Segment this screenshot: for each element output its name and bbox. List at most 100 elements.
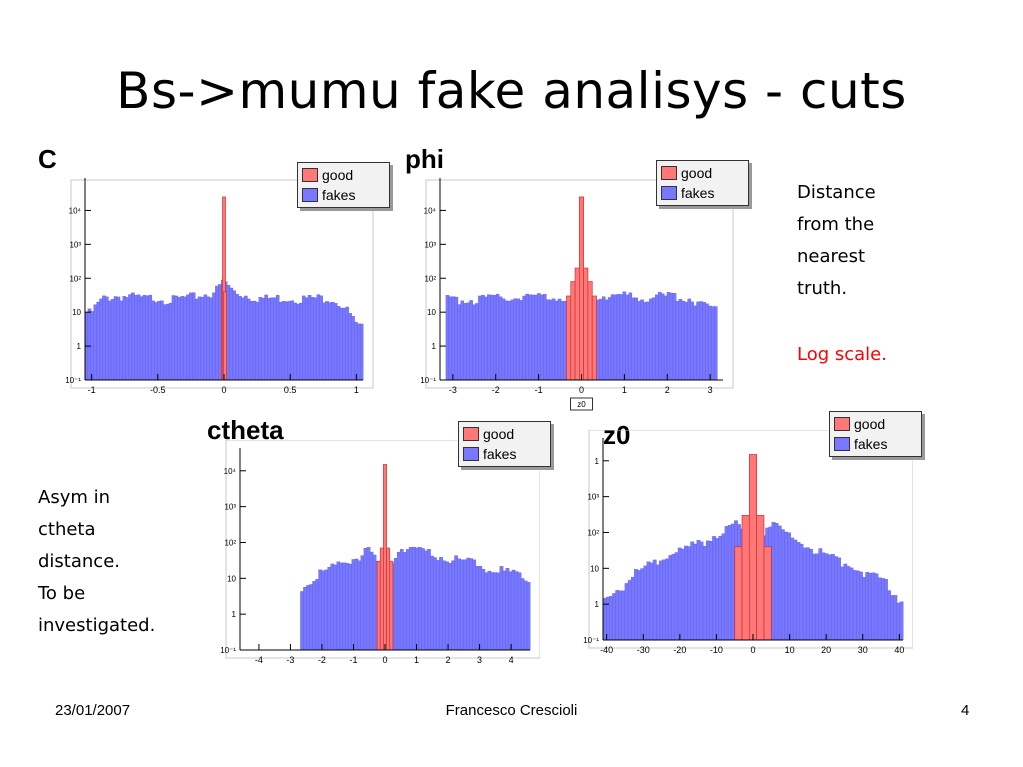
good-bar xyxy=(379,547,384,651)
fakes-bar xyxy=(787,532,791,641)
fakes-swatch xyxy=(661,186,677,200)
fakes-bar xyxy=(328,302,332,381)
fakes-bar xyxy=(702,302,706,381)
fakes-bar xyxy=(235,293,239,381)
y-tick-label: 10 xyxy=(227,574,236,583)
fakes-bar xyxy=(501,298,506,381)
plot-label-c: C xyxy=(38,144,57,174)
fakes-bar xyxy=(427,548,431,651)
fakes-bar xyxy=(799,543,804,641)
fakes-bar xyxy=(463,559,468,651)
plot-label-phi: phi xyxy=(405,144,444,174)
fakes-bar xyxy=(865,572,870,641)
fakes-bar xyxy=(655,294,659,381)
fakes-bar xyxy=(478,295,482,381)
fakes-bar xyxy=(300,591,304,651)
fakes-bar xyxy=(142,295,147,381)
fakes-bar xyxy=(634,297,638,381)
fakes-bar xyxy=(165,303,170,381)
fakes-bar xyxy=(481,294,485,381)
fakes-bar xyxy=(696,301,700,381)
fakes-bar xyxy=(899,601,904,641)
fakes-bar xyxy=(168,302,173,381)
fakes-bar xyxy=(543,294,547,381)
fakes-bar xyxy=(677,547,682,641)
fakes-bar xyxy=(131,292,135,381)
fakes-bar xyxy=(843,563,848,641)
fakes-bar xyxy=(649,298,653,381)
fakes-bar xyxy=(616,294,621,381)
fakes-bar xyxy=(493,572,498,651)
x-tick-label: -40 xyxy=(600,645,613,655)
fakes-bar xyxy=(519,300,523,381)
fakes-bar xyxy=(609,596,613,641)
fakes-bar xyxy=(448,563,452,651)
fakes-bar xyxy=(360,555,365,651)
fakes-bar xyxy=(454,555,458,651)
y-tick-label: 10³ xyxy=(587,493,599,502)
y-tick-label: 10 xyxy=(72,308,81,317)
fakes-bar xyxy=(634,569,638,641)
fakes-bar xyxy=(304,297,309,381)
fakes-bar xyxy=(505,567,510,651)
legend-item-good: good xyxy=(661,164,712,182)
y-tick-label: 10³ xyxy=(224,503,236,512)
y-tick-label: 10⁴ xyxy=(424,206,437,215)
fakes-bar xyxy=(442,560,446,651)
fakes-bar xyxy=(714,306,718,381)
fakes-bar xyxy=(336,561,341,651)
fakes-bar xyxy=(287,301,292,381)
fakes-bar xyxy=(478,565,483,651)
fakes-bar xyxy=(548,299,553,381)
chart-ctheta: -4 -3 -2 -1 0 1 2 3 4 10⁻¹ 1 10 10² 10³ 10⁴ xyxy=(220,440,540,665)
x-tick-label: 1 xyxy=(622,385,627,395)
fakes-bar xyxy=(796,542,801,641)
note-line: ctheta xyxy=(38,519,96,540)
legend-ctheta: good fakes xyxy=(458,421,551,467)
fakes-bar xyxy=(659,560,663,641)
fakes-bar xyxy=(261,297,265,381)
fakes-bar xyxy=(709,541,713,641)
fakes-bar xyxy=(171,295,176,381)
fakes-bar xyxy=(469,300,473,381)
fakes-bar xyxy=(299,302,303,381)
fakes-bar xyxy=(604,299,609,381)
fakes-bar xyxy=(273,297,277,381)
fakes-bar xyxy=(319,295,323,381)
legend-item-fakes: fakes xyxy=(661,184,714,202)
fakes-bar xyxy=(203,294,208,381)
fakes-bar xyxy=(469,558,474,651)
fakes-bar xyxy=(771,522,776,641)
fakes-bar xyxy=(163,304,167,381)
x-tick-label: 1 xyxy=(414,655,419,665)
fakes-bar xyxy=(267,298,271,381)
legend-item-good: good xyxy=(302,166,353,184)
y-tick-label: 10⁻¹ xyxy=(420,376,436,385)
fakes-bar xyxy=(399,549,404,651)
x-tick-label: 0 xyxy=(382,655,387,665)
fakes-bar xyxy=(451,560,455,651)
fakes-bar xyxy=(460,559,464,651)
note-line: from the xyxy=(797,214,875,235)
fakes-bar xyxy=(136,294,141,381)
fakes-bar xyxy=(472,304,476,381)
good-bar xyxy=(587,281,593,381)
y-tick-label: 10 xyxy=(590,564,599,573)
fakes-bar xyxy=(643,302,647,381)
plot-frame xyxy=(588,430,913,649)
x-tick-label: 30 xyxy=(858,645,868,655)
fakes-bar xyxy=(200,296,205,381)
fakes-bar xyxy=(363,548,368,651)
fakes-bar xyxy=(229,287,234,381)
fakes-bar xyxy=(528,294,532,381)
fakes-bar xyxy=(499,566,504,651)
fakes-bar xyxy=(893,595,898,641)
fakes-bar xyxy=(531,294,535,381)
fakes-bar xyxy=(705,540,710,641)
fakes-bar xyxy=(316,294,321,381)
legend-item-fakes: fakes xyxy=(463,445,516,463)
y-tick-label: 1 xyxy=(77,342,82,351)
fakes-bar xyxy=(324,569,329,651)
fakes-bar xyxy=(160,300,164,381)
fakes-bar xyxy=(492,295,497,381)
